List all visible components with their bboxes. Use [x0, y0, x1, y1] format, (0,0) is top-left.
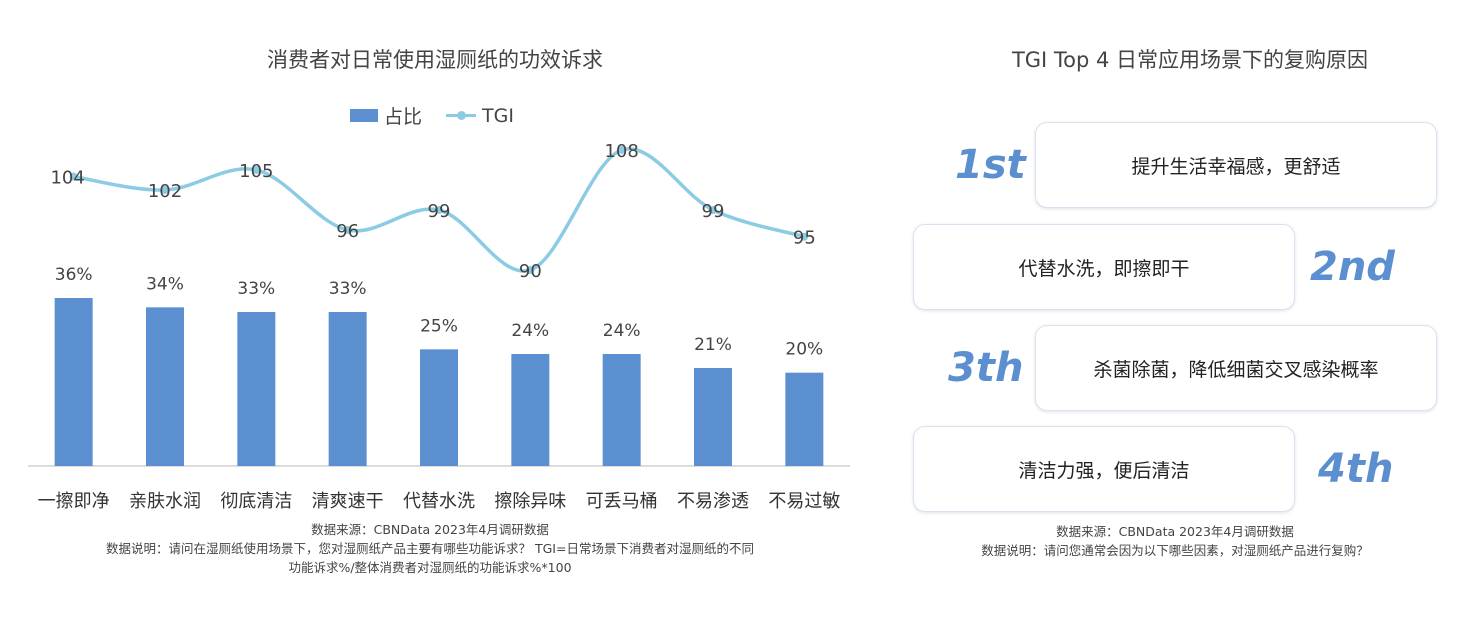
rank-label-2: 2nd — [1310, 244, 1395, 290]
tgi-label-6: 90 — [519, 261, 542, 282]
tgi-label-9: 95 — [793, 228, 816, 249]
bar-label-6: 24% — [511, 321, 549, 341]
tgi-point-1 — [69, 172, 78, 181]
rank-text-4: 清洁力强，便后清洁 — [1018, 459, 1190, 482]
tgi-label-7: 108 — [604, 141, 638, 162]
category-label-9: 不易过敏 — [768, 491, 840, 512]
legend-bar-label: 占比 — [384, 106, 423, 128]
legend-bar-swatch — [350, 109, 378, 122]
chart-legend: 占比 TGI — [350, 102, 514, 129]
rank-note: 数据说明：请问您通常会因为以下哪些因素，对湿厕纸产品进行复购？ — [981, 543, 1369, 558]
tgi-label-8: 99 — [702, 201, 725, 222]
bar-label-7: 24% — [603, 321, 641, 341]
bar-label-4: 33% — [329, 279, 367, 299]
bar-1 — [54, 298, 93, 466]
bar-label-1: 36% — [55, 265, 93, 285]
tgi-point-8 — [709, 206, 717, 214]
legend-line-swatch — [446, 111, 477, 120]
legend-line-label: TGI — [482, 104, 514, 127]
rank-text-2: 代替水洗，即擦即干 — [1018, 257, 1190, 280]
category-label-7: 可丢马桶 — [586, 491, 658, 512]
rank-card-2: 代替水洗，即擦即干 — [913, 224, 1295, 310]
tgi-point-7 — [617, 146, 626, 154]
rank-card-3: 杀菌除菌，降低细菌交叉感染概率 — [1035, 325, 1437, 411]
category-label-2: 亲肤水润 — [129, 491, 201, 512]
tgi-label-2: 102 — [148, 181, 182, 202]
tgi-point-4 — [343, 226, 352, 234]
bar-label-5: 25% — [420, 316, 458, 336]
bar-5 — [420, 349, 458, 466]
tgi-point-2 — [161, 186, 169, 194]
tgi-point-3 — [252, 166, 261, 174]
tgi-point-6 — [526, 266, 535, 274]
tgi-point-9 — [800, 232, 809, 241]
rank-card-4: 清洁力强，便后清洁 — [913, 426, 1295, 512]
rank-text-1: 提升生活幸福感，更舒适 — [1131, 155, 1341, 178]
bar-label-8: 21% — [694, 335, 732, 355]
bar-label-2: 34% — [146, 274, 184, 294]
category-label-1: 一擦即净 — [38, 491, 110, 512]
category-label-4: 清爽速干 — [312, 491, 384, 512]
rank-card-1: 提升生活幸福感，更舒适 — [1035, 122, 1437, 208]
bar-7 — [602, 354, 641, 466]
combo-chart: 36% 一擦即净 34% 亲肤水润 33% 彻底清洁 33% 清爽速干 25% 代替水洗 24% 擦除… — [28, 141, 850, 512]
rank-panel: TGI Top 4 日常应用场景下的复购原因 提升生活幸福感，更舒适 1st 代… — [880, 0, 1468, 620]
category-label-3: 彻底清洁 — [220, 491, 292, 512]
rank-source-block: 数据来源：CBNData 2023年4月调研数据 数据说明：请问您通常会因为以下… — [905, 522, 1445, 560]
chart-source: 数据来源：CBNData 2023年4月调研数据 — [311, 522, 549, 537]
chart-panel: 消费者对日常使用湿厕纸的功效诉求 占比 TGI 36% 一擦即净 34% 亲肤水润 33… — [20, 48, 850, 577]
rank-label-1: 1st — [955, 142, 1026, 188]
bar-3 — [237, 312, 276, 466]
category-label-5: 代替水洗 — [403, 491, 475, 512]
tgi-label-1: 104 — [50, 168, 84, 189]
rank-title: TGI Top 4 日常应用场景下的复购原因 — [1011, 48, 1369, 72]
category-label-6: 擦除异味 — [494, 491, 566, 512]
bar-label-3: 33% — [237, 279, 275, 299]
bar-8 — [694, 368, 732, 466]
rank-label-3: 3th — [948, 345, 1024, 391]
bar-2 — [146, 307, 184, 466]
category-label-8: 不易渗透 — [677, 491, 749, 512]
tgi-label-3: 105 — [239, 161, 273, 182]
tgi-label-5: 99 — [428, 201, 451, 222]
bar-label-9: 20% — [785, 340, 823, 360]
chart-source-block: 数据来源：CBNData 2023年4月调研数据 数据说明：请问在湿厕纸使用场景… — [20, 520, 840, 577]
tgi-point-5 — [435, 206, 443, 214]
bar-4 — [328, 312, 367, 466]
rank-text-3: 杀菌除菌，降低细菌交叉感染概率 — [1093, 358, 1379, 381]
chart-title: 消费者对日常使用湿厕纸的功效诉求 — [267, 48, 603, 72]
tgi-line — [73, 147, 805, 273]
rank-source: 数据来源：CBNData 2023年4月调研数据 — [1056, 524, 1294, 539]
chart-note-line2: 功能诉求%/整体消费者对湿厕纸的功能诉求%*100 — [288, 560, 572, 575]
tgi-label-4: 96 — [336, 221, 359, 242]
rank-label-4: 4th — [1318, 446, 1394, 492]
bar-9 — [785, 372, 824, 466]
bar-6 — [511, 354, 550, 466]
chart-note-line1: 数据说明：请问在湿厕纸使用场景下，您对湿厕纸产品主要有哪些功能诉求？ TGI=日… — [106, 541, 754, 556]
